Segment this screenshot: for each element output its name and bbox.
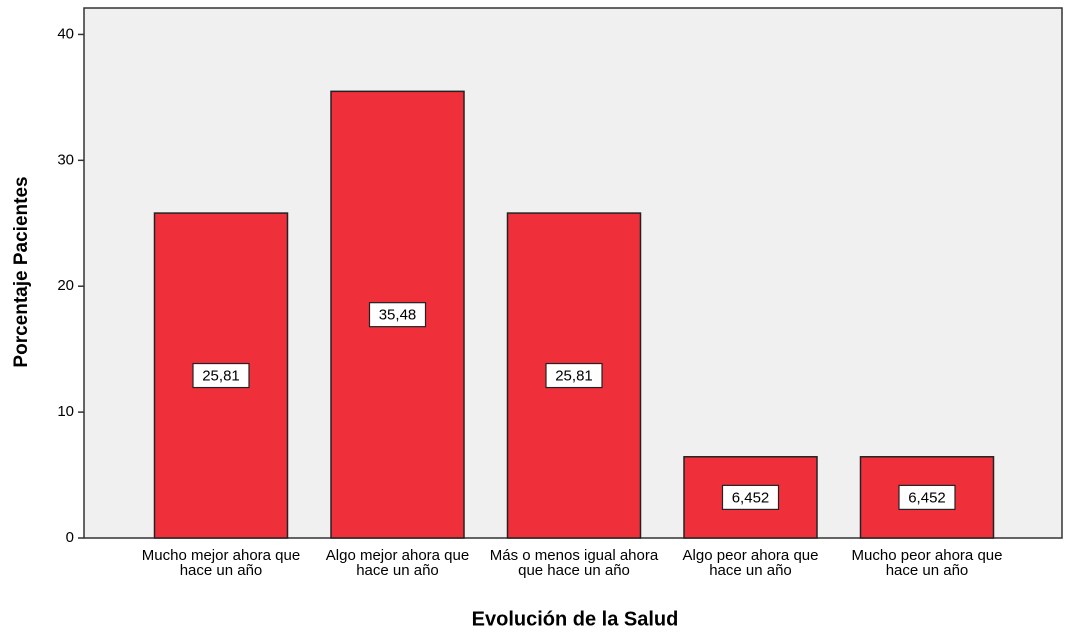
y-tick-label: 20 [57, 277, 74, 294]
y-tick-label: 0 [66, 529, 74, 546]
value-label: 25,81 [555, 368, 593, 385]
x-tick-label: Más o menos igual ahora que hace un año [489, 547, 659, 579]
value-label-box [192, 362, 250, 389]
value-label-box [368, 302, 427, 328]
value-label: 6,452 [908, 489, 946, 506]
y-tick-label: 10 [57, 403, 74, 420]
x-tick-label: Algo peor ahora que hace un año [682, 547, 819, 579]
value-label: 25,81 [202, 368, 240, 385]
value-label: 35,48 [379, 307, 417, 324]
x-tick-label: Mucho peor ahora que hace un año [851, 547, 1003, 579]
y-axis-title: Porcentaje Pacientes [11, 176, 32, 367]
value-label-box [545, 362, 603, 389]
x-axis-title: Evolución de la Salud [472, 608, 679, 630]
x-tick-label: Algo mejor ahora que hace un año [325, 547, 470, 579]
y-tick-label: 40 [57, 25, 74, 42]
value-label-box [898, 484, 956, 510]
y-tick-label: 30 [57, 151, 74, 168]
value-label: 6,452 [732, 489, 770, 506]
x-tick-label: Mucho mejor ahora que hace un año [141, 547, 301, 579]
value-label-box [721, 484, 780, 510]
